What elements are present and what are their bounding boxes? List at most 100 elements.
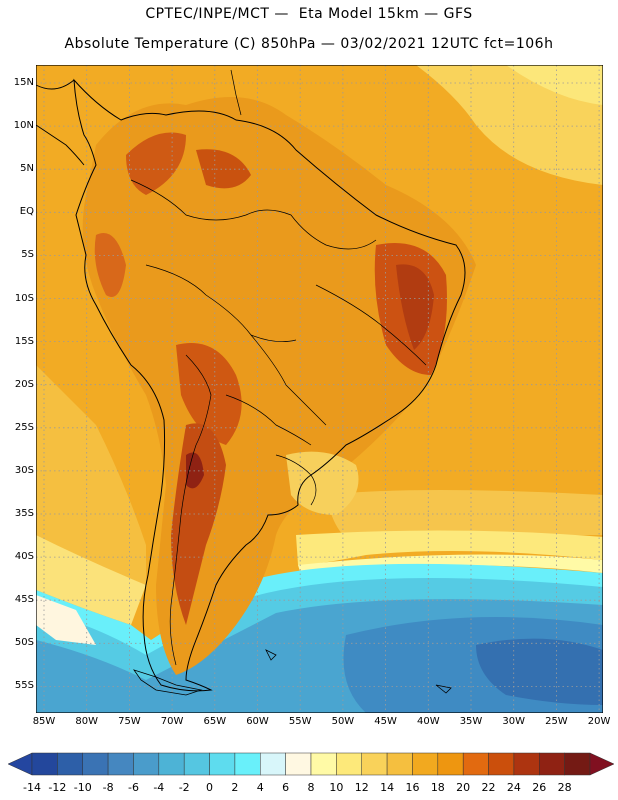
border-brazil-states	[250, 334, 327, 426]
hotspot-peru-coast	[94, 233, 126, 297]
colorbar-box	[361, 752, 388, 776]
pacific-mid-band	[36, 365, 146, 585]
colorbar-box	[412, 752, 439, 776]
colorbar-label: 20	[456, 781, 471, 794]
longitude-label: 45W	[374, 716, 397, 727]
colorbar-box	[107, 752, 134, 776]
colorbar-label: 18	[430, 781, 445, 794]
colorbar-box	[82, 752, 109, 776]
longitude-label: 50W	[331, 716, 355, 727]
longitude-label: 25W	[545, 716, 568, 727]
longitude-label: 30W	[502, 716, 525, 727]
colorbar-box	[57, 752, 83, 776]
colorbar-label: -2	[178, 781, 190, 794]
border-bolivia-paraguay	[225, 394, 312, 446]
colorbar-label: -12	[48, 781, 67, 794]
colorbar-box	[539, 752, 565, 776]
pale-patch-pacific	[36, 595, 96, 645]
colorbar-low-arrow	[7, 752, 33, 776]
longitude-label: 35W	[459, 716, 483, 727]
border-northern-brazil	[130, 179, 377, 250]
south-georgia	[435, 684, 452, 694]
temperature-field-map	[36, 65, 603, 713]
latitude-label: 10S	[14, 292, 34, 304]
longitude-label: 60W	[246, 716, 269, 727]
colorbar-box	[488, 752, 515, 776]
latitude-label: 20S	[14, 378, 34, 390]
colorbar-box	[386, 752, 413, 776]
longitude-label: 55W	[288, 716, 312, 727]
longitude-label: 20W	[587, 716, 611, 727]
colorbar-label: 16	[405, 781, 420, 794]
central-america-coast	[36, 79, 85, 166]
latitude-label: EQ	[19, 206, 34, 218]
border-peru-bolivia-brazil	[145, 264, 297, 342]
colorbar-box	[310, 752, 337, 776]
colorbar-box	[31, 752, 58, 776]
colorbar-label: 6	[282, 781, 290, 794]
color-scale-bar	[7, 752, 615, 776]
latitude-label: 45S	[14, 594, 34, 606]
colorbar-label: -8	[102, 781, 114, 794]
longitude-label: 65W	[203, 716, 227, 727]
colorbar-label: 10	[329, 781, 344, 794]
map-gridlines	[36, 65, 603, 713]
colorbar-box	[133, 752, 160, 776]
border-chile-argentina	[169, 354, 212, 666]
colorbar-box	[513, 752, 540, 776]
hotspot-core-argentina	[186, 452, 204, 489]
longitude-label: 80W	[75, 716, 98, 727]
colorbar-label: 4	[256, 781, 264, 794]
colorbar-label: 8	[307, 781, 315, 794]
colorbar-label: 28	[557, 781, 572, 794]
atlantic-band-12	[296, 530, 603, 565]
lesser-antilles	[230, 69, 242, 116]
cool-patch-uruguay	[286, 451, 359, 515]
colorbar-box	[260, 752, 286, 776]
colorbar-label: -4	[153, 781, 165, 794]
latitude-label: 5S	[21, 249, 34, 261]
cold-core	[476, 638, 603, 705]
colorbar-box	[336, 752, 362, 776]
colorbar-label: -14	[23, 781, 41, 794]
colorbar-box	[462, 752, 489, 776]
colorbar-box	[209, 752, 236, 776]
colorbar-box	[234, 752, 261, 776]
longitude-label: 70W	[160, 716, 184, 727]
tierra-del-fuego	[132, 669, 203, 696]
latitude-label: 10N	[13, 120, 34, 132]
longitude-label: 40W	[416, 716, 440, 727]
latitude-label: 35S	[14, 508, 34, 519]
latitude-label: 15S	[14, 335, 34, 347]
colorbar-box	[437, 752, 464, 776]
colorbar-label: 22	[481, 781, 496, 794]
hotspot-chaco-north	[176, 343, 242, 445]
latitude-label: 5N	[20, 163, 34, 175]
country-borders	[130, 179, 427, 666]
latitude-label: 50S	[14, 637, 34, 649]
hotspot-colombia	[126, 132, 186, 195]
latitude-label: 15N	[13, 77, 34, 88]
colorbar-high-arrow	[589, 752, 615, 776]
colorbar-label: 12	[354, 781, 369, 794]
border-brazil-interior	[315, 284, 427, 366]
colorbar-label: 24	[506, 781, 521, 794]
border-uruguay	[275, 454, 317, 506]
latitude-label: 55S	[14, 680, 34, 692]
map-panel	[36, 65, 603, 713]
latitude-label: 30S	[14, 464, 34, 476]
hotspot-andes-argentina	[171, 423, 226, 625]
latitude-label: 40S	[14, 551, 34, 563]
title-line-2: Absolute Temperature (C) 850hPa — 03/02/…	[64, 36, 554, 52]
colorbar-label: 14	[380, 781, 395, 794]
colorbar-label: 26	[532, 781, 547, 794]
hotspot-northeast-core	[396, 264, 434, 350]
colorbar-box	[285, 752, 312, 776]
colorbar-box	[564, 752, 591, 776]
colorbar-box	[183, 752, 210, 776]
colorbar-label: -10	[73, 781, 92, 794]
colorbar-label: 0	[206, 781, 214, 794]
pale-band-ne	[506, 65, 603, 105]
title-line-1: CPTEC/INPE/MCT — Eta Model 15km — GFS	[145, 6, 473, 22]
latitude-label: 25S	[14, 421, 34, 433]
